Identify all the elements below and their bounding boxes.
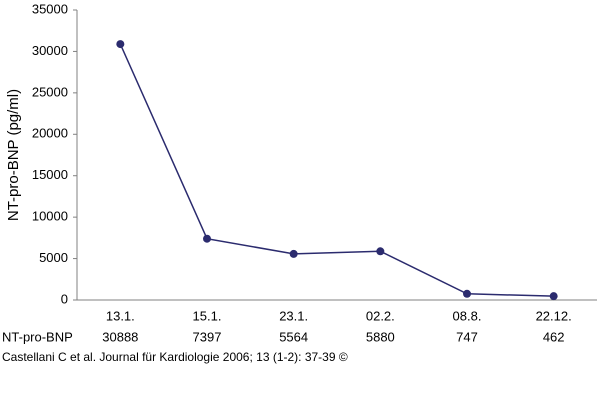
y-tick-label: 30000 <box>32 43 68 58</box>
data-point <box>203 234 211 243</box>
x-tick-label: 08.8. <box>453 308 482 323</box>
y-tick-label: 35000 <box>32 1 68 16</box>
y-tick-label: 25000 <box>32 84 68 99</box>
y-tick-label: 20000 <box>32 126 68 141</box>
table-value: 5880 <box>366 329 395 344</box>
table-value: 30888 <box>102 329 138 344</box>
table-value: 747 <box>456 329 478 344</box>
data-point <box>289 249 298 258</box>
data-point <box>549 292 558 301</box>
data-line <box>119 43 554 297</box>
x-tick-label: 23.1. <box>279 308 308 323</box>
y-tick-label: 5000 <box>39 250 68 265</box>
x-tick-label: 02.2. <box>366 308 395 323</box>
table-value: 462 <box>543 329 565 344</box>
data-point <box>463 289 471 298</box>
x-tick-label: 13.1. <box>106 308 135 323</box>
x-tick-label: 22.12. <box>536 308 572 323</box>
source: Castellani C et al. Journal für Kardiolo… <box>2 350 348 364</box>
table-row-label: NT-pro-BNP <box>2 329 73 344</box>
y-tick-label: 15000 <box>32 167 68 182</box>
table-value: 5564 <box>279 329 308 344</box>
y-tick-label: 0 <box>61 291 68 306</box>
y-tick-label: 10000 <box>32 209 68 224</box>
x-tick-label: 15.1. <box>193 308 222 323</box>
data-point <box>116 40 125 49</box>
data-point <box>376 247 385 256</box>
table-value: 7397 <box>193 329 222 344</box>
y-axis-label: NT-pro-BNP (pg/ml) <box>5 89 22 221</box>
